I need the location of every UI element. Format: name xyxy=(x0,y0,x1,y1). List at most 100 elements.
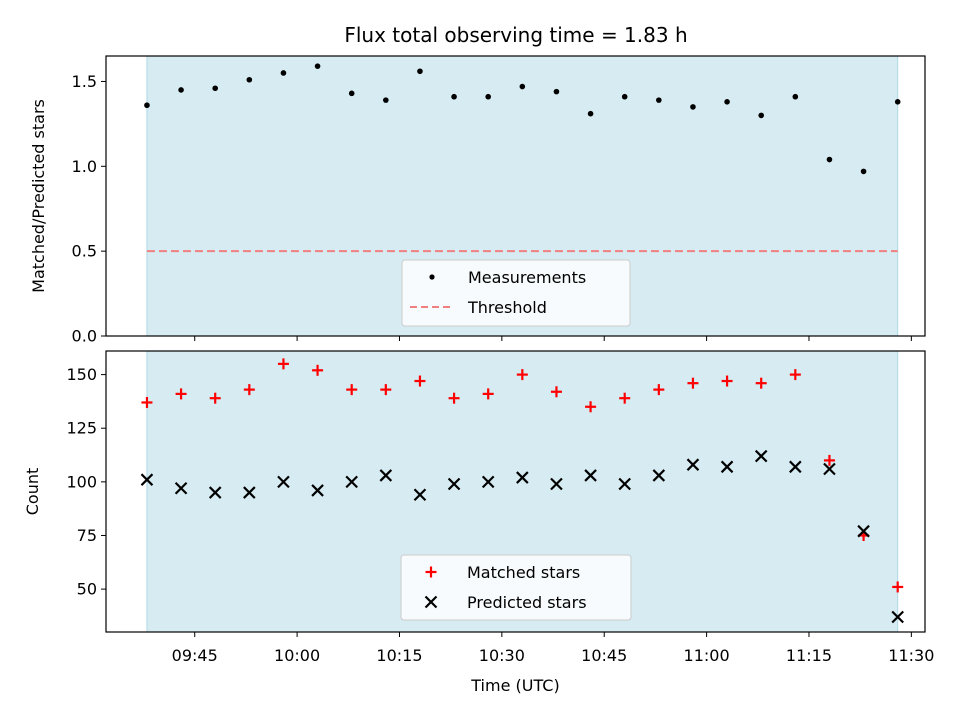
bottom-y-tick-label: 50 xyxy=(77,580,97,599)
x-tick-label: 11:00 xyxy=(684,646,730,665)
bottom-y-tick-label: 125 xyxy=(66,419,97,438)
predicted-point xyxy=(516,471,529,484)
x-tick-label: 10:15 xyxy=(376,646,422,665)
measurement-point xyxy=(553,88,560,95)
measurement-point xyxy=(826,156,833,163)
predicted-point xyxy=(891,610,904,624)
measurement-point xyxy=(314,63,321,69)
matched-point xyxy=(721,375,733,387)
measurement-point xyxy=(656,97,662,103)
matched-point xyxy=(380,384,392,396)
bottom-y-axis: 50 75 100 125 150 xyxy=(66,365,106,599)
measurement-point xyxy=(792,93,799,100)
top-legend-box xyxy=(401,259,631,327)
bottom-data-points xyxy=(140,358,904,624)
top-y-tick-label: 0.0 xyxy=(72,327,97,346)
measurement-point xyxy=(894,99,901,105)
predicted-point xyxy=(720,460,734,474)
top-y-tick-label: 1.5 xyxy=(72,72,97,91)
top-y-axis-label: Matched/Predicted stars xyxy=(29,99,48,293)
x-tick-label: 10:00 xyxy=(274,646,320,665)
predicted-point xyxy=(345,475,358,489)
top-legend: Measurements Threshold xyxy=(401,259,631,327)
measurement-point xyxy=(690,104,696,110)
legend-plus xyxy=(425,566,437,578)
predicted-point xyxy=(789,460,802,474)
predicted-point xyxy=(652,469,666,482)
measurement-point xyxy=(758,112,764,119)
bottom-y-tick-label: 100 xyxy=(66,472,97,491)
chart-title: Flux total observing time = 1.83 h xyxy=(344,23,687,47)
predicted-point xyxy=(174,482,188,495)
predicted-point xyxy=(447,477,461,491)
bottom-y-tick-label: 75 xyxy=(77,526,97,545)
predicted-point xyxy=(379,469,393,482)
x-tick-label: 10:45 xyxy=(581,646,627,665)
matched-point xyxy=(687,377,699,389)
matched-point xyxy=(448,392,460,404)
predicted-point xyxy=(140,473,154,486)
matched-point xyxy=(789,369,801,381)
predicted-point xyxy=(243,486,256,499)
matched-point xyxy=(346,384,358,396)
bottom-panel: 50 75 100 125 150 09:45 10:00 10:15 10:30 10:45 1… xyxy=(23,350,934,695)
x-tick-label: 11:30 xyxy=(888,646,934,665)
measurement-point xyxy=(724,99,730,105)
matched-point xyxy=(277,358,289,370)
matched-point xyxy=(892,581,904,593)
matched-point xyxy=(209,392,221,404)
measurement-point xyxy=(860,168,867,175)
matched-point xyxy=(619,392,631,404)
predicted-point xyxy=(754,449,768,463)
measurement-point xyxy=(212,85,218,92)
measurement-point xyxy=(451,93,457,100)
matched-point xyxy=(755,377,767,389)
top-y-tick-label: 1.0 xyxy=(72,157,97,176)
legend-measurements-marker xyxy=(429,274,435,280)
legend-matched-label: Matched stars xyxy=(467,563,580,582)
measurement-point xyxy=(178,87,184,93)
measurement-point xyxy=(280,70,287,76)
top-data-points xyxy=(144,63,901,175)
x-tick-label: 09:45 xyxy=(172,646,218,665)
legend-measurements-label: Measurements xyxy=(468,268,586,287)
x-tick-label: 10:30 xyxy=(479,646,525,665)
predicted-point xyxy=(208,486,222,499)
matched-point xyxy=(823,454,835,466)
predicted-point xyxy=(686,458,700,471)
legend-threshold-label: Threshold xyxy=(467,298,547,317)
measurement-point xyxy=(485,93,492,100)
predicted-point xyxy=(618,477,631,491)
top-axes-frame xyxy=(105,55,926,337)
predicted-point xyxy=(584,469,597,482)
bottom-y-tick-label: 150 xyxy=(66,365,97,384)
matched-point xyxy=(482,388,494,400)
predicted-point xyxy=(311,484,324,497)
predicted-point xyxy=(413,488,427,501)
predicted-point xyxy=(857,524,870,538)
matched-point xyxy=(175,388,187,400)
measurement-point xyxy=(348,90,355,97)
bottom-y-axis-label: Count xyxy=(23,468,42,516)
matched-point xyxy=(312,364,324,376)
bottom-axes-frame xyxy=(105,350,926,633)
matched-point xyxy=(585,401,597,413)
legend-matched-marker xyxy=(425,566,437,578)
measurement-point xyxy=(621,93,628,100)
measurement-point xyxy=(383,97,389,103)
measurement-point xyxy=(587,110,594,117)
top-y-axis: 0.0 0.5 1.0 1.5 xyxy=(72,72,106,346)
top-x-axis-ticks xyxy=(194,336,912,341)
measurement-point xyxy=(144,102,150,109)
measurement-point xyxy=(519,83,526,90)
x-axis-label: Time (UTC) xyxy=(470,676,559,695)
predicted-point xyxy=(481,475,495,489)
matched-point xyxy=(653,384,665,396)
top-y-tick-label: 0.5 xyxy=(72,242,97,261)
matched-point xyxy=(243,384,255,396)
matched-point xyxy=(414,375,426,387)
predicted-point xyxy=(550,477,563,491)
predicted-point xyxy=(277,475,290,489)
measurement-point xyxy=(246,76,253,83)
